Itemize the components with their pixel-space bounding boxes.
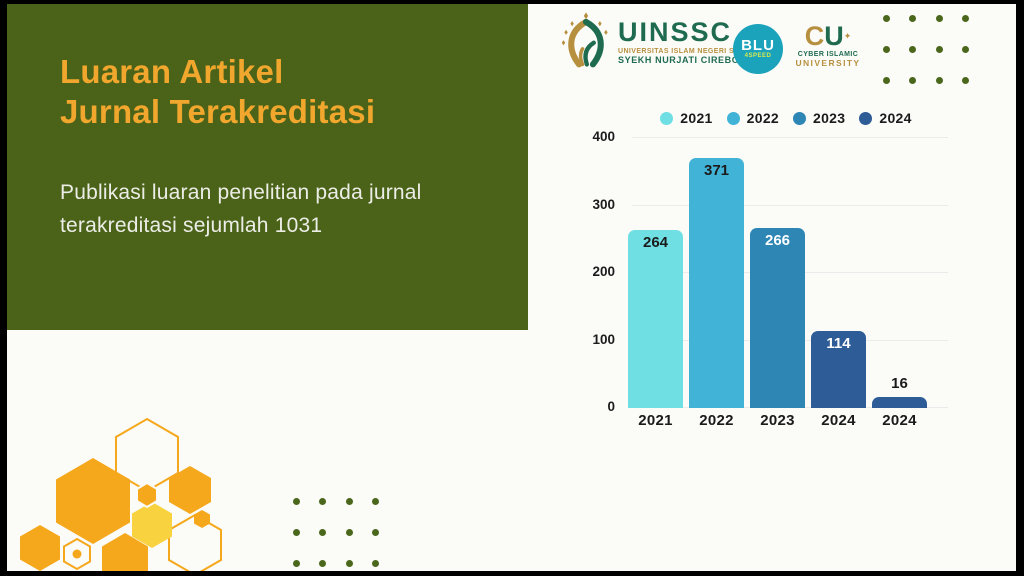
bar-chart: 264 371 266 114 16	[622, 134, 950, 408]
bar-value-label: 114	[826, 335, 851, 352]
dot-grid-bottom	[293, 498, 403, 571]
decor-dot	[345, 498, 353, 505]
decor-dot	[319, 498, 327, 505]
uinssc-logo: UINSSC UNIVERSITAS ISLAM NEGERI SIBER SY…	[560, 12, 752, 70]
uinssc-acronym: UINSSC	[618, 16, 733, 47]
legend-label: 2023	[813, 110, 846, 126]
decor-dot	[371, 529, 379, 536]
y-axis-tick-label: 100	[592, 331, 615, 347]
bar-value-label: 16	[891, 375, 908, 392]
uinssc-text-block: UINSSC UNIVERSITAS ISLAM NEGERI SIBER SY…	[618, 18, 752, 65]
y-axis-tick-label: 400	[592, 129, 615, 144]
ciu-line2: UNIVERSITY	[795, 58, 861, 68]
legend-item: 2022	[726, 110, 779, 126]
y-axis-tick-label: 200	[592, 264, 615, 279]
ciu-line1: CYBER ISLAMIC	[797, 51, 859, 58]
decor-dot	[909, 46, 917, 53]
chart-legend: 2021 2022 2023 2024	[622, 110, 950, 126]
hexagon-decoration	[20, 417, 222, 571]
decor-dot	[371, 560, 379, 567]
legend-item: 2021	[660, 110, 712, 126]
legend-item: 2023	[793, 110, 845, 126]
decor-dot	[961, 77, 969, 84]
y-axis-tick-label: 300	[592, 196, 615, 212]
decor-dot	[293, 529, 300, 536]
legend-label: 2021	[680, 110, 713, 126]
bar-2023-2: 266	[750, 228, 805, 408]
ciu-logo: CU✦ CYBER ISLAMIC UNIVERSITY	[792, 22, 864, 68]
bar-value-label: 371	[703, 162, 730, 179]
decor-dot	[961, 15, 969, 22]
x-axis-tick-label: 2024	[821, 412, 856, 429]
legend-item: 2024	[859, 110, 911, 126]
bar-2022-1: 371	[689, 158, 744, 408]
title-line-2: Jurnal Terakreditasi	[60, 93, 376, 130]
ciu-sparkle-icon: ✦	[843, 31, 852, 41]
ciu-letter-u: U	[824, 21, 844, 51]
slide-subtitle: Publikasi luaran penelitian pada jurnal …	[60, 181, 422, 237]
legend-label: 2024	[879, 110, 912, 126]
bar-value-label: 266	[764, 232, 791, 249]
legend-dot-icon	[726, 111, 740, 125]
x-axis-tick-label: 2023	[760, 412, 795, 429]
decor-dot	[935, 46, 943, 53]
logo-row: UINSSC UNIVERSITAS ISLAM NEGERI SIBER SY…	[560, 10, 870, 82]
decor-dot	[935, 15, 943, 22]
blu-logo-subtext: 4SPEED	[744, 53, 772, 59]
blu-logo: BLU 4SPEED	[733, 24, 783, 74]
decor-dot	[883, 15, 890, 22]
decor-dot	[293, 498, 300, 505]
uinssc-emblem-icon	[561, 12, 608, 68]
chart-x-axis: 2021 2022 2023 2024 2024	[622, 412, 950, 429]
decor-dot	[883, 77, 890, 84]
uinssc-line2: SYEKH NURJATI CIREBON	[618, 54, 747, 65]
legend-dot-icon	[859, 111, 873, 125]
decor-dot	[345, 529, 353, 536]
bar-2024-4: 16	[872, 375, 927, 408]
decor-dot	[961, 46, 969, 53]
legend-dot-icon	[660, 111, 674, 125]
ciu-logo-mark: CU✦	[792, 22, 864, 50]
blu-logo-text: BLU	[741, 37, 775, 54]
y-axis-tick-label: 0	[607, 399, 615, 414]
x-axis-tick-label: 2021	[638, 412, 673, 429]
x-axis-tick-label: 2024	[882, 412, 917, 429]
decor-dot	[883, 46, 890, 53]
decor-dot	[319, 560, 327, 567]
x-axis-tick-label: 2022	[699, 412, 734, 429]
bar-2021-0: 264	[628, 230, 683, 408]
decor-dot	[909, 15, 917, 22]
dot-grid-top-right	[883, 15, 993, 90]
decor-dot	[935, 77, 943, 84]
legend-dot-icon	[793, 111, 806, 125]
title-panel: Luaran Artikel Jurnal Terakreditasi Publ…	[7, 4, 528, 330]
bar-value-label: 264	[642, 234, 669, 251]
bar-2024-3: 114	[811, 331, 866, 408]
ciu-letter-c: C	[804, 21, 825, 51]
decor-dot	[909, 77, 917, 84]
page-title: Luaran Artikel Jurnal Terakreditasi	[60, 52, 375, 132]
decor-dot	[293, 560, 300, 567]
slide-canvas: Luaran Artikel Jurnal Terakreditasi Publ…	[7, 4, 1016, 571]
title-line-1: Luaran Artikel	[60, 53, 284, 90]
decor-dot	[319, 529, 327, 536]
legend-label: 2022	[746, 110, 779, 126]
decor-dot	[345, 560, 353, 567]
uinssc-line1: UNIVERSITAS ISLAM NEGERI SIBER	[618, 47, 753, 55]
decor-dot	[371, 498, 379, 505]
